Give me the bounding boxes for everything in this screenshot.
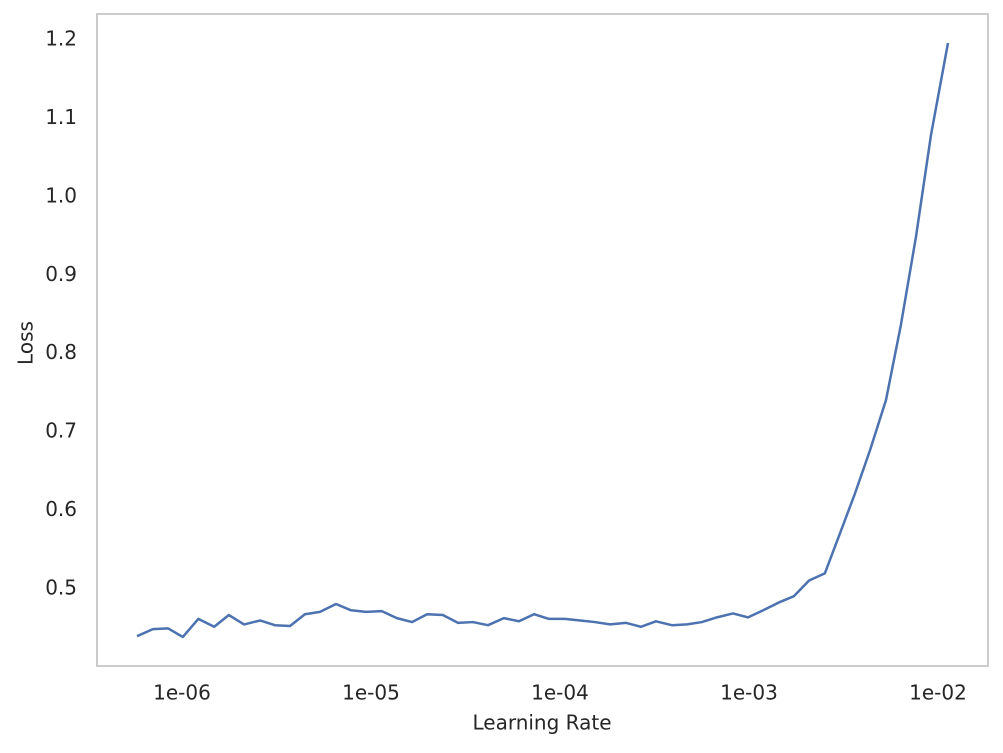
y-tick-label: 1.1 <box>45 105 77 129</box>
x-axis-label: Learning Rate <box>472 711 611 735</box>
y-tick-label: 0.6 <box>45 497 77 521</box>
y-tick-label: 0.7 <box>45 419 77 443</box>
x-tick-label: 1e-03 <box>720 681 778 705</box>
x-tick-label: 1e-06 <box>153 681 211 705</box>
y-tick-label: 0.8 <box>45 340 77 364</box>
plot-frame <box>96 13 989 667</box>
x-tick-label: 1e-05 <box>342 681 400 705</box>
x-tick-label: 1e-04 <box>531 681 589 705</box>
y-tick-label: 0.5 <box>45 576 77 600</box>
y-axis-label: Loss <box>14 321 38 365</box>
y-tick-label: 0.9 <box>45 262 77 286</box>
y-tick-label: 1.0 <box>45 183 77 207</box>
y-tick-label: 1.2 <box>45 26 77 50</box>
loss-line <box>136 42 950 639</box>
x-tick-label: 1e-02 <box>909 681 967 705</box>
